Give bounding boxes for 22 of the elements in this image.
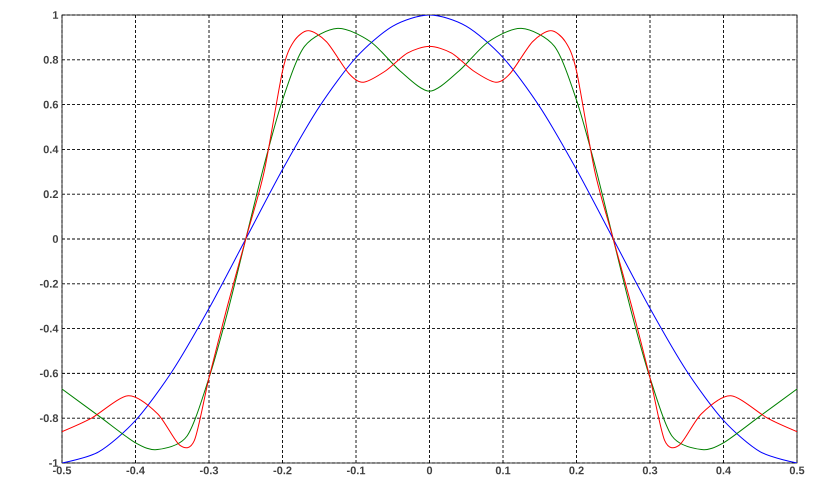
x-tick-label: -0.3 xyxy=(200,466,218,474)
y-tick-label: 0.2 xyxy=(44,190,58,198)
y-tick-label: -0.6 xyxy=(40,370,58,378)
y-tick-label: 0.4 xyxy=(44,146,58,154)
x-tick-label: 0.5 xyxy=(790,466,804,474)
y-tick-label: 0.6 xyxy=(44,100,58,108)
x-tick-label: -0.1 xyxy=(346,466,366,474)
x-tick-label: 0.2 xyxy=(569,466,584,474)
y-tick-label: -0.8 xyxy=(40,414,58,422)
x-tick-label: -0.5 xyxy=(52,466,72,474)
x-tick-label: 0 xyxy=(426,466,432,474)
y-tick-label: 1 xyxy=(53,11,58,19)
x-tick-label: 0.4 xyxy=(716,466,732,474)
y-tick-label: 0 xyxy=(52,235,58,243)
x-tick-label: 0.1 xyxy=(496,466,510,474)
y-tick-label: 0.8 xyxy=(44,56,58,64)
y-tick-label: -0.2 xyxy=(40,280,58,288)
x-tick-label: -0.4 xyxy=(126,466,145,474)
x-tick-label: -0.2 xyxy=(273,466,292,474)
y-tick-label: -0.4 xyxy=(40,324,58,332)
x-tick-label: 0.3 xyxy=(642,466,658,474)
y-tick-label: -1 xyxy=(49,459,58,467)
